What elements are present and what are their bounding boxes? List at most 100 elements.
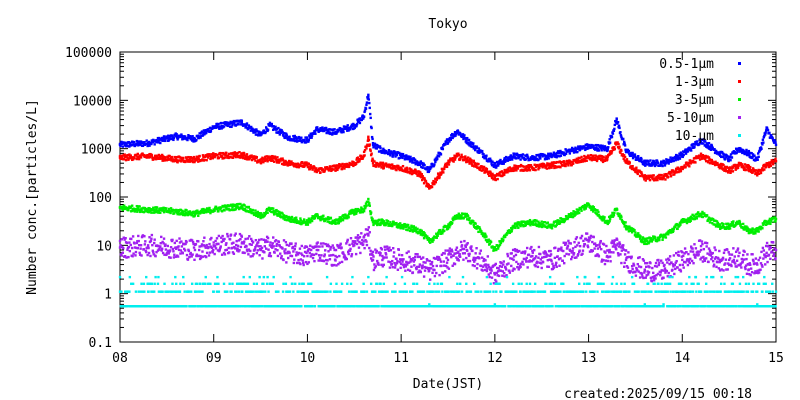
data-point [294,221,297,224]
data-point [304,245,307,248]
data-point [667,175,670,179]
data-point [634,170,637,174]
data-point [227,251,231,254]
data-point [466,218,469,221]
data-point [571,149,575,152]
data-point [152,211,155,214]
data-point [490,175,493,178]
data-point [748,167,751,170]
data-point [209,211,212,215]
data-point [319,126,322,130]
data-point [762,141,765,144]
data-point [572,147,575,151]
data-point [130,143,133,147]
data-point [757,172,761,175]
data-point [234,155,237,159]
data-point [369,112,372,116]
data-point [764,129,768,132]
data-point [175,247,178,251]
data-point [770,159,773,162]
data-point [711,222,714,225]
data-point [175,133,178,136]
data-point [765,251,768,255]
data-point [360,118,363,122]
data-point [218,248,222,251]
data-point [481,168,485,172]
data-point [470,141,474,145]
data-point [709,158,712,162]
data-point [718,225,721,228]
data-point [260,157,263,161]
data-point [519,158,522,161]
data-point [200,243,204,246]
data-point [307,140,310,143]
data-point [378,164,382,167]
data-point [304,136,307,139]
data-point [661,238,664,242]
data-point [225,151,228,155]
data-point [246,158,249,161]
data-point [280,129,283,132]
data-point [537,153,541,157]
data-point [436,234,439,237]
data-point [243,157,247,160]
data-point [500,239,503,243]
data-point [744,152,747,155]
data-point [359,210,363,213]
data-point [737,254,740,258]
data-point [691,144,694,147]
data-point [623,224,627,228]
data-point [669,175,673,178]
data-point [555,151,559,155]
data-point [203,158,206,161]
data-point [120,140,123,144]
data-point [475,227,478,230]
data-point [683,150,686,154]
data-point [499,170,502,174]
data-point [326,128,329,131]
data-point [229,156,232,159]
data-point [191,159,194,162]
data-point [277,126,280,130]
data-point [173,241,177,245]
data-point [307,261,311,264]
data-point [346,217,349,220]
data-point [383,221,386,225]
data-point [259,162,263,165]
data-point [606,222,609,226]
data-point [552,224,555,227]
data-point [361,157,364,160]
data-point [672,227,676,230]
data-point [379,146,382,150]
data-point [722,153,726,156]
data-point [425,184,428,188]
data-point [253,128,257,131]
data-point [247,205,251,209]
data-point [132,143,135,146]
data-point [268,253,271,256]
data-point [488,157,492,160]
data-point [231,156,235,160]
data-point [691,213,694,217]
data-point [595,155,598,158]
data-point [306,165,310,169]
data-point [303,250,307,254]
y-tick-label: 100 [89,191,112,206]
data-point [120,206,124,209]
data-point [587,203,591,206]
data-point [251,241,255,244]
data-point [345,126,348,129]
data-point [265,158,269,161]
data-point [706,155,709,158]
data-point [679,169,683,172]
data-point [646,237,649,240]
data-point [605,155,608,158]
data-point [246,237,250,240]
data-point [329,248,332,251]
data-point [453,133,456,136]
data-point [325,131,328,135]
data-point [328,167,331,171]
data-point [199,136,202,139]
data-point [489,171,492,174]
data-point [315,252,318,256]
